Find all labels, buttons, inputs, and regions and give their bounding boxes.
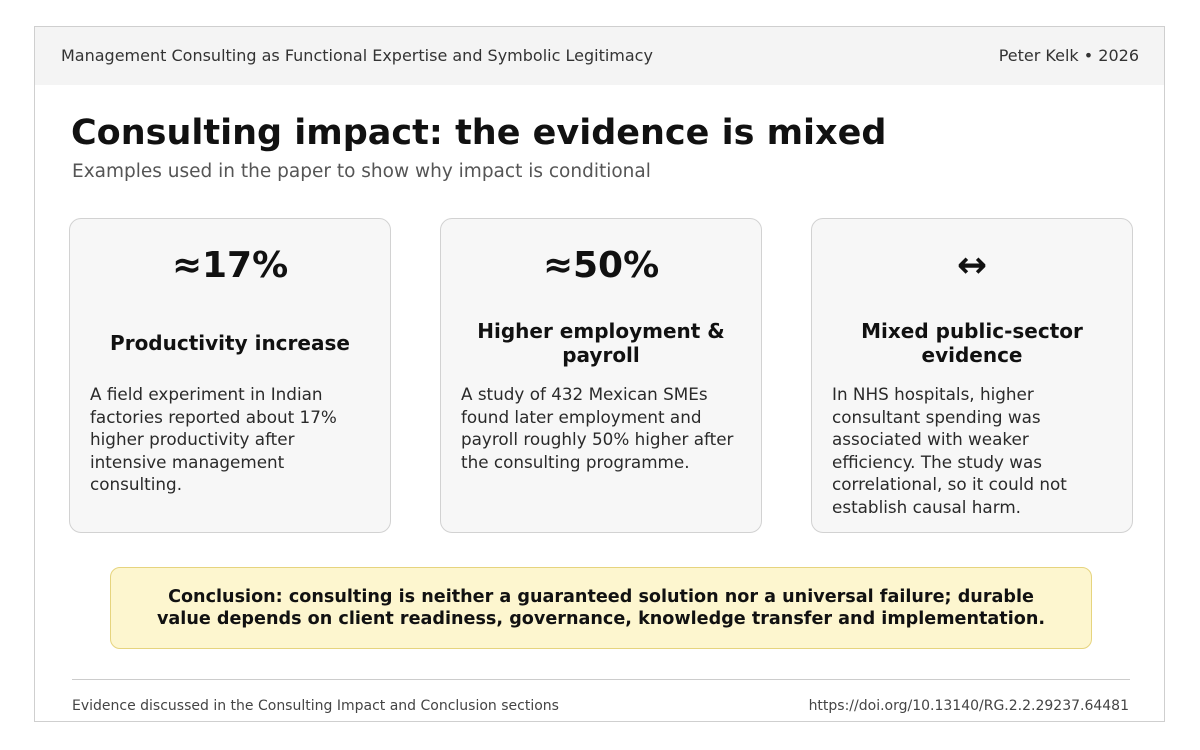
evidence-card-public-sector: ↔ Mixed public-sector evidence In NHS ho…: [811, 218, 1133, 533]
card-stat: ≈17%: [171, 245, 289, 286]
footer-source-note: Evidence discussed in the Consulting Imp…: [72, 698, 559, 714]
card-body: A study of 432 Mexican SMEs found later …: [461, 384, 734, 472]
card-label: Productivity increase: [110, 331, 350, 355]
footer-divider: [72, 679, 1130, 680]
paper-title: Management Consulting as Functional Expe…: [61, 46, 653, 65]
evidence-card-productivity: ≈17% Productivity increase A field exper…: [69, 218, 391, 533]
author-year: Peter Kelk • 2026: [998, 46, 1139, 65]
card-body: A field experiment in Indian factories r…: [90, 384, 337, 494]
conclusion-text: Conclusion: consulting is neither a guar…: [156, 587, 1046, 629]
page-title: Consulting impact: the evidence is mixed: [71, 113, 887, 153]
page-subtitle: Examples used in the paper to show why i…: [72, 161, 651, 182]
slide: Management Consulting as Functional Expe…: [34, 26, 1165, 722]
card-stat: ≈50%: [542, 245, 660, 286]
left-right-arrow-icon: ↔: [956, 245, 988, 286]
header-bar: Management Consulting as Functional Expe…: [35, 27, 1164, 85]
evidence-card-employment: ≈50% Higher employment & payroll A study…: [440, 218, 762, 533]
conclusion-box: Conclusion: consulting is neither a guar…: [110, 567, 1092, 649]
card-body: In NHS hospitals, higher consultant spen…: [832, 384, 1067, 517]
card-label: Mixed public-sector evidence: [861, 319, 1083, 367]
card-label: Higher employment & payroll: [477, 319, 725, 367]
doi-link[interactable]: https://doi.org/10.13140/RG.2.2.29237.64…: [808, 698, 1129, 714]
